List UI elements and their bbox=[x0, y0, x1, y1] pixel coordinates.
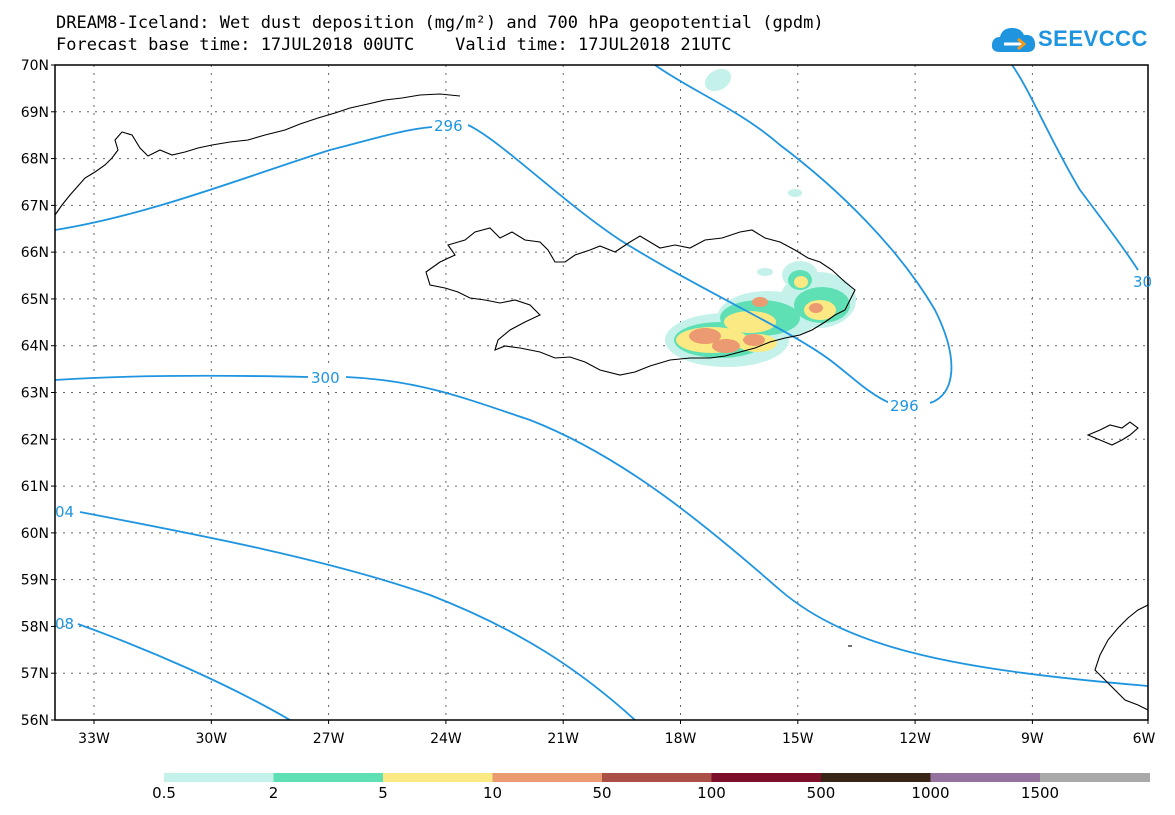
lat-label: 70N bbox=[21, 58, 49, 74]
legend-label: 50 bbox=[592, 784, 612, 802]
lat-label: 64N bbox=[21, 339, 49, 355]
lat-label: 67N bbox=[21, 198, 49, 214]
contour-300 bbox=[55, 374, 1148, 687]
legend-label: 2 bbox=[268, 784, 279, 802]
lon-label: 27W bbox=[313, 731, 345, 747]
chart-subtitle: Forecast base time: 17JUL2018 00UTC Vali… bbox=[56, 35, 732, 55]
lat-label: 63N bbox=[21, 386, 49, 402]
lon-label: 33W bbox=[78, 731, 110, 747]
legend-swatch bbox=[930, 773, 1041, 782]
lon-label: 24W bbox=[430, 731, 462, 747]
lat-label: 69N bbox=[21, 105, 49, 121]
legend-swatch bbox=[821, 773, 931, 782]
axis-ticks bbox=[51, 64, 1149, 724]
dust-deposition-shading bbox=[665, 68, 856, 367]
seevccc-logo: SEEVCCC bbox=[990, 22, 1150, 58]
lon-label: 9W bbox=[1021, 731, 1044, 747]
contour-label-308: 08 bbox=[55, 615, 74, 633]
cloud-logo-icon bbox=[991, 28, 1036, 52]
lon-label: 30W bbox=[195, 731, 227, 747]
faroe-islands bbox=[1086, 421, 1139, 446]
lon-label: 6W bbox=[1133, 731, 1156, 747]
contour-296-arc bbox=[654, 65, 953, 404]
graticule-grid bbox=[55, 65, 1148, 720]
lat-label: 68N bbox=[21, 152, 49, 168]
lat-label: 60N bbox=[21, 526, 49, 542]
lon-label: 15W bbox=[782, 731, 814, 747]
lat-label: 62N bbox=[21, 432, 49, 448]
lat-label: 59N bbox=[21, 573, 49, 589]
logo-text: SEEVCCC bbox=[1038, 26, 1148, 51]
greenland-coast bbox=[55, 93, 461, 216]
contour-label-296-east: 296 bbox=[890, 397, 919, 415]
lon-label: 12W bbox=[899, 731, 931, 747]
geopotential-contours bbox=[55, 65, 1148, 720]
legend-label: 100 bbox=[697, 784, 726, 802]
legend-label: 500 bbox=[806, 784, 836, 802]
contour-labels: 296 296 300 04 08 30 bbox=[55, 116, 1152, 633]
scotland-coast bbox=[1094, 604, 1148, 711]
legend-label: 1500 bbox=[1020, 784, 1060, 802]
legend-swatch bbox=[164, 773, 274, 782]
iceland-coast bbox=[425, 227, 856, 376]
legend-swatch bbox=[1040, 773, 1150, 782]
lon-label: 18W bbox=[665, 731, 697, 747]
contour-label-300: 300 bbox=[311, 369, 340, 387]
coastlines bbox=[55, 93, 1148, 711]
legend-swatch bbox=[602, 773, 712, 782]
lat-label: 65N bbox=[21, 292, 49, 308]
contour-300-right bbox=[1011, 65, 1139, 271]
legend-label: 0.5 bbox=[152, 784, 176, 802]
contour-label-296-north: 296 bbox=[434, 117, 463, 135]
legend-swatch bbox=[711, 773, 822, 782]
lon-label: 21W bbox=[547, 731, 579, 747]
legend-label: 10 bbox=[482, 784, 503, 802]
contour-label-304: 04 bbox=[55, 503, 74, 521]
contour-296-west bbox=[55, 126, 433, 231]
lat-label: 57N bbox=[21, 666, 49, 682]
lat-label: 58N bbox=[21, 619, 49, 635]
contour-label-300-right: 30 bbox=[1133, 273, 1152, 291]
legend-colorbar bbox=[164, 773, 1150, 782]
legend-swatch bbox=[492, 773, 603, 782]
legend-label: 5 bbox=[378, 784, 388, 802]
latitude-labels: 70N 69N 68N 67N 66N 65N 64N 63N 62N 61N 60N 59N 58N 5… bbox=[21, 58, 49, 729]
lat-label: 66N bbox=[21, 245, 49, 261]
chart-title: DREAM8-Iceland: Wet dust deposition (mg/… bbox=[56, 13, 824, 33]
contour-296-main bbox=[467, 124, 891, 404]
lat-label: 61N bbox=[21, 479, 49, 495]
legend-swatch bbox=[383, 773, 493, 782]
lat-label: 56N bbox=[21, 713, 49, 729]
contour-304 bbox=[79, 511, 636, 720]
legend-swatch bbox=[273, 773, 384, 782]
contour-308 bbox=[77, 623, 291, 720]
legend-label: 1000 bbox=[911, 784, 950, 802]
longitude-labels: 33W 30W 27W 24W 21W 18W 15W 12W 9W 6W bbox=[78, 731, 1155, 747]
